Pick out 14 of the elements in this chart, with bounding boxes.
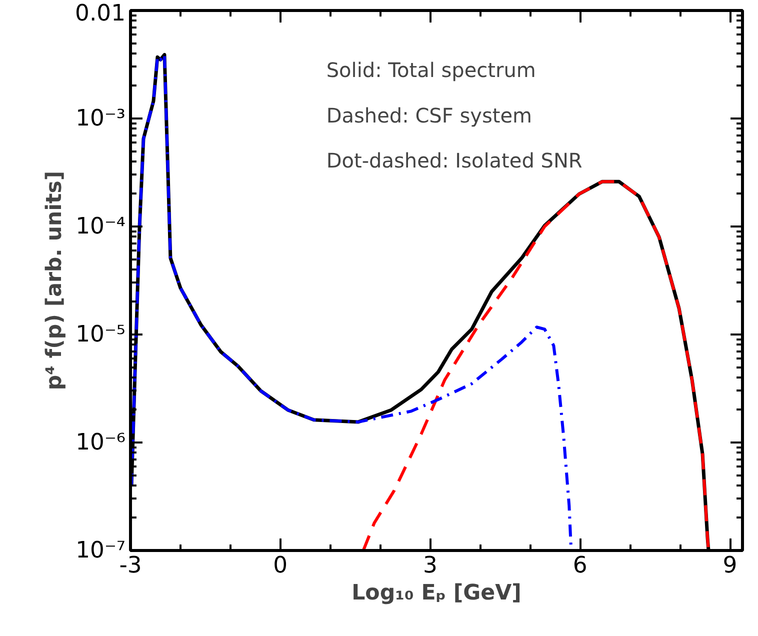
x-axis-title: Log₁₀ Eₚ [GeV] — [352, 580, 522, 606]
y-tick-label: 0.01 — [75, 0, 126, 26]
y-tick-label: 10⁻⁵ — [76, 322, 126, 348]
y-tick-label: 10⁻⁴ — [76, 214, 126, 240]
x-tick-label: 9 — [722, 552, 738, 578]
annotation: Dashed: CSF system — [326, 103, 532, 128]
y-tick-label: 10⁻³ — [76, 106, 126, 132]
annotation: Solid: Total spectrum — [326, 58, 536, 82]
x-tick-label: 6 — [572, 552, 588, 578]
x-tick-label: 3 — [423, 552, 438, 578]
x-tick-label: 0 — [273, 552, 288, 578]
y-axis-title: p⁴ f(p) [arb. units] — [42, 170, 68, 390]
y-tick-label: 10⁻⁶ — [76, 430, 126, 456]
annotation: Dot-dashed: Isolated SNR — [326, 148, 582, 173]
